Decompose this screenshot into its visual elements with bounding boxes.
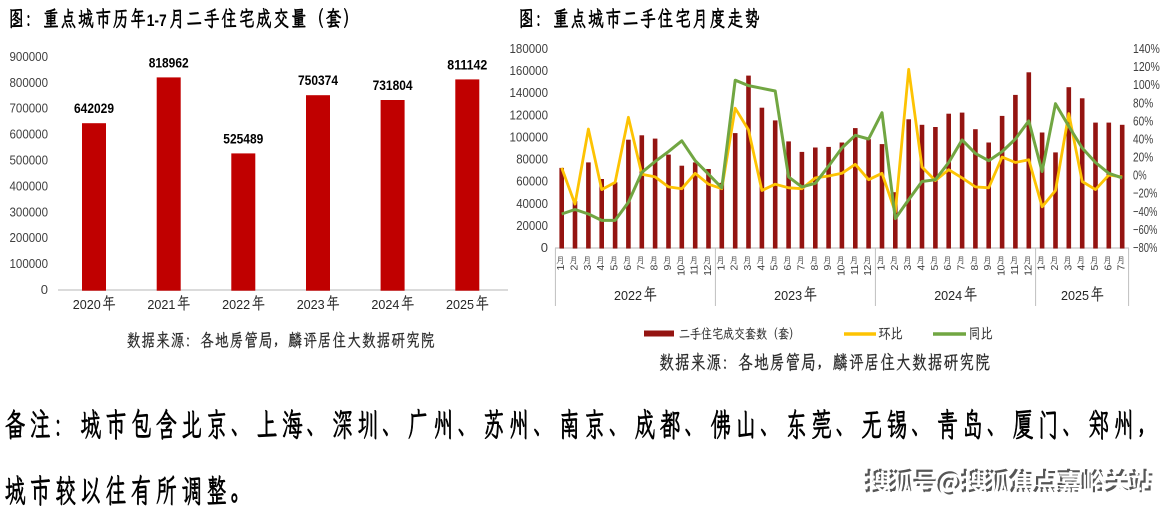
svg-text:6: 6 <box>782 264 794 270</box>
svg-text:1-7: 1-7 <box>147 12 167 30</box>
svg-text:0: 0 <box>41 282 48 297</box>
svg-text:5: 5 <box>929 264 941 270</box>
svg-text:0: 0 <box>541 240 548 255</box>
svg-text:2: 2 <box>729 264 741 270</box>
svg-text:2022: 2022 <box>614 288 642 303</box>
svg-text:2020: 2020 <box>73 297 101 312</box>
svg-text:100000: 100000 <box>510 129 549 144</box>
svg-text:8: 8 <box>649 264 661 270</box>
svg-text:80%: 80% <box>1133 95 1154 110</box>
svg-text:40%: 40% <box>1133 132 1154 147</box>
svg-text:9: 9 <box>662 264 674 270</box>
svg-text:900000: 900000 <box>10 49 49 64</box>
svg-text:7: 7 <box>956 264 968 270</box>
svg-text:6: 6 <box>942 264 954 270</box>
svg-text:140%: 140% <box>1133 41 1160 56</box>
svg-text:200000: 200000 <box>10 230 49 245</box>
svg-text:600000: 600000 <box>10 127 49 142</box>
svg-text:8: 8 <box>969 264 981 270</box>
svg-text:731804: 731804 <box>373 78 413 93</box>
svg-text:3: 3 <box>582 264 594 270</box>
svg-text:180000: 180000 <box>510 41 549 56</box>
svg-text:10: 10 <box>996 264 1008 275</box>
svg-text:5: 5 <box>609 264 621 270</box>
svg-text:10: 10 <box>675 264 687 275</box>
svg-text:−80%: −80% <box>1133 240 1158 255</box>
svg-text:2021: 2021 <box>147 297 175 312</box>
svg-text:1: 1 <box>876 264 888 270</box>
svg-text:12: 12 <box>702 264 714 275</box>
svg-text:11: 11 <box>1009 264 1021 275</box>
svg-text:1: 1 <box>555 264 567 270</box>
svg-text:160000: 160000 <box>510 63 549 78</box>
svg-text:5: 5 <box>1089 264 1101 270</box>
svg-text:2023: 2023 <box>297 297 325 312</box>
svg-text:20000: 20000 <box>516 218 548 233</box>
svg-text:4: 4 <box>755 264 767 270</box>
svg-text:400000: 400000 <box>10 178 49 193</box>
svg-text:3: 3 <box>1062 264 1074 270</box>
svg-text:8: 8 <box>809 264 821 270</box>
svg-text:20%: 20% <box>1133 150 1154 165</box>
svg-text:2024: 2024 <box>934 288 962 303</box>
svg-text:4: 4 <box>1076 264 1088 270</box>
svg-text:700000: 700000 <box>10 101 49 116</box>
svg-text:2022: 2022 <box>222 297 250 312</box>
svg-text:40000: 40000 <box>516 196 548 211</box>
svg-text:525489: 525489 <box>223 131 263 146</box>
svg-text:3: 3 <box>742 264 754 270</box>
svg-text:12: 12 <box>862 264 874 275</box>
svg-text:2: 2 <box>889 264 901 270</box>
svg-text:7: 7 <box>635 264 647 270</box>
svg-text:7: 7 <box>795 264 807 270</box>
svg-text:2023: 2023 <box>774 288 802 303</box>
svg-text:9: 9 <box>822 264 834 270</box>
svg-text:2: 2 <box>1049 264 1061 270</box>
svg-text:750374: 750374 <box>298 73 338 88</box>
svg-text:2025: 2025 <box>1061 288 1089 303</box>
svg-text:120%: 120% <box>1133 59 1160 74</box>
svg-text:−20%: −20% <box>1133 186 1158 201</box>
svg-text:100000: 100000 <box>10 256 49 271</box>
svg-text:11: 11 <box>849 264 861 275</box>
svg-text:12: 12 <box>1022 264 1034 275</box>
svg-text:6: 6 <box>622 264 634 270</box>
svg-text:60%: 60% <box>1133 113 1154 128</box>
svg-text:60000: 60000 <box>516 174 548 189</box>
svg-text:7: 7 <box>1116 264 1128 270</box>
svg-text:−60%: −60% <box>1133 222 1158 237</box>
svg-text:−40%: −40% <box>1133 204 1158 219</box>
svg-text:2025: 2025 <box>446 297 474 312</box>
svg-text:80000: 80000 <box>516 152 548 167</box>
svg-text:4: 4 <box>916 264 928 270</box>
svg-text:140000: 140000 <box>510 85 549 100</box>
svg-text:100%: 100% <box>1133 77 1160 92</box>
svg-text:120000: 120000 <box>510 107 549 122</box>
svg-text:4: 4 <box>595 264 607 270</box>
svg-text:300000: 300000 <box>10 204 49 219</box>
svg-text:3: 3 <box>902 264 914 270</box>
svg-text:1: 1 <box>1036 264 1048 270</box>
svg-text:0%: 0% <box>1133 168 1147 183</box>
svg-text:811142: 811142 <box>447 57 487 72</box>
svg-text:6: 6 <box>1102 264 1114 270</box>
svg-text:2: 2 <box>569 264 581 270</box>
svg-text:2024: 2024 <box>371 297 399 312</box>
svg-text:1: 1 <box>715 264 727 270</box>
svg-text:9: 9 <box>982 264 994 270</box>
svg-text:500000: 500000 <box>10 153 49 168</box>
svg-text:800000: 800000 <box>10 75 49 90</box>
svg-text:11: 11 <box>689 264 701 275</box>
svg-text:642029: 642029 <box>74 101 114 116</box>
svg-text:5: 5 <box>769 264 781 270</box>
svg-text:818962: 818962 <box>149 55 189 70</box>
svg-text:10: 10 <box>835 264 847 275</box>
